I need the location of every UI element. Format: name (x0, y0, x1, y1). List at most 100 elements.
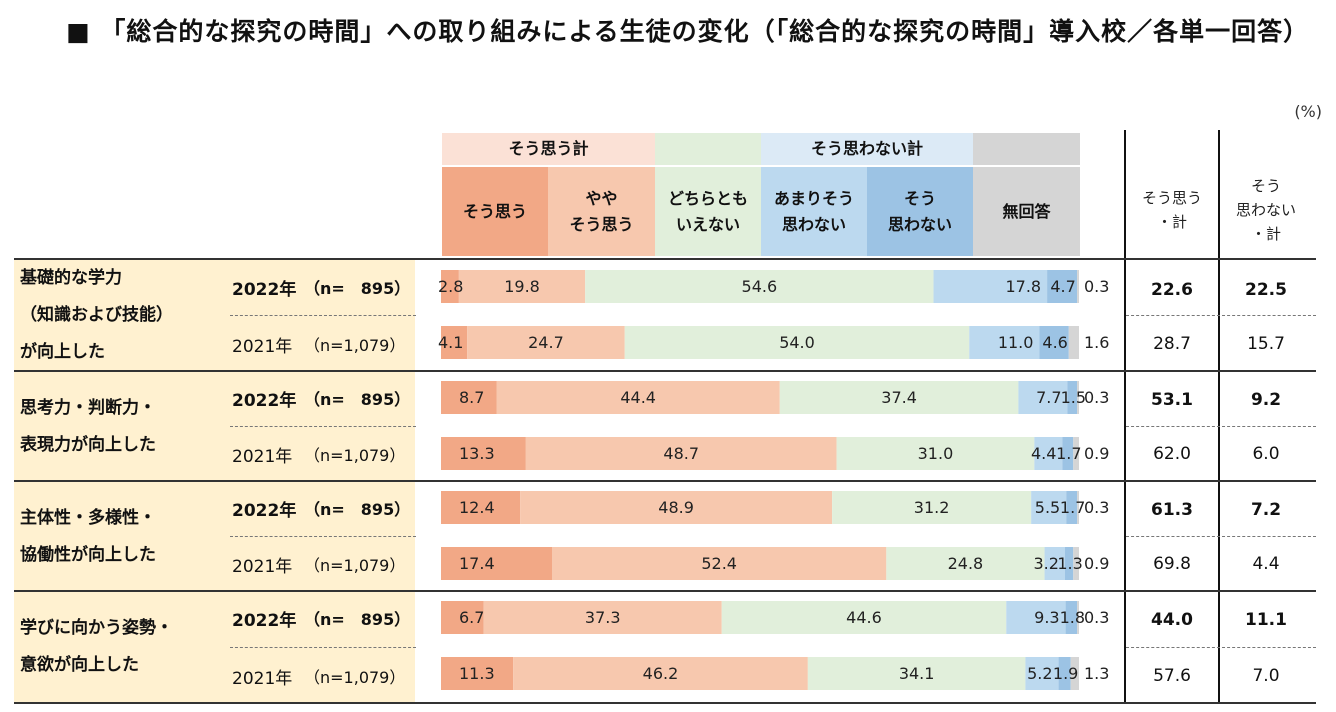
header-noanswer-top-bg (973, 133, 1080, 165)
bar-segment-neutral (585, 270, 934, 303)
header-group-agree-bg (442, 133, 655, 165)
data-label: 12.4 (459, 498, 495, 517)
bar-segment-neutral (807, 657, 1026, 690)
bar-segment-disagree (1064, 547, 1074, 580)
bar-segment-somewhat-agree (467, 326, 625, 359)
bar-segment-agree (441, 326, 468, 359)
data-label: 0.3 (1084, 388, 1109, 407)
bar-segment-somewhat-agree (525, 437, 837, 470)
data-label: 52.4 (701, 554, 737, 573)
bar-segment-agree (441, 437, 526, 470)
bar-segment-no-answer (1070, 657, 1079, 690)
year-separator (230, 536, 416, 537)
data-label: 8.7 (459, 388, 484, 407)
year-separator (1126, 647, 1316, 648)
bar-segment-disagree (1062, 437, 1074, 470)
header-neutral-top-bg (655, 133, 761, 165)
row-year: 2022年 (232, 391, 297, 411)
header-group-agree: そう思う計 (508, 139, 589, 158)
bar-segment-somewhat-agree (520, 491, 833, 524)
header-col-somewhat-agree: やや そう思う (548, 167, 655, 256)
column-divider (1124, 130, 1126, 704)
total-disagree-value: 9.2 (1250, 390, 1282, 410)
row-n: （n=1,079） (304, 336, 406, 355)
data-label: 0.3 (1084, 498, 1109, 517)
row-year: 2022年 (232, 611, 297, 631)
data-label: 31.0 (918, 444, 954, 463)
data-label: 6.7 (459, 608, 484, 627)
question-label-3: 主体性・多様性・ 協働性が向上した (20, 508, 156, 565)
data-label: 1.5 (1061, 388, 1086, 407)
row-year: 2021年 (232, 337, 293, 357)
bar-segment-neutral (721, 601, 1007, 634)
bar-segment-agree (441, 601, 484, 634)
column-divider (1218, 130, 1220, 704)
row-year: 2022年 (232, 280, 297, 300)
bar-segment-not-really (1031, 491, 1067, 524)
total-agree-value: 62.0 (1153, 444, 1191, 464)
bar-segment-agree (441, 491, 521, 524)
data-label: 1.8 (1060, 608, 1085, 627)
data-label: 1.7 (1056, 444, 1081, 463)
question-label-1: 基礎的な学力 （知識および技能） が向上した (20, 268, 173, 362)
year-separator (1126, 426, 1316, 427)
header-total-agree: そう思う ・計 (1141, 189, 1202, 231)
row-n: （n= 895） (304, 390, 411, 409)
bar-segment-neutral (832, 491, 1032, 524)
total-agree-value: 53.1 (1151, 390, 1193, 410)
bar-segment-agree (441, 547, 553, 580)
year-separator (230, 315, 416, 316)
chart-title: ■ 「総合的な探究の時間」への取り組みによる生徒の変化（「総合的な探究の時間」導… (66, 17, 1310, 46)
data-label: 34.1 (899, 664, 935, 683)
row-n: （n=1,079） (304, 446, 406, 465)
total-agree-value: 57.6 (1153, 666, 1191, 686)
bar-segment-no-answer (1073, 437, 1079, 470)
data-label: 5.2 (1027, 664, 1052, 683)
bar-segment-neutral (624, 326, 970, 359)
data-label: 7.7 (1036, 388, 1061, 407)
data-label: 1.9 (1053, 664, 1078, 683)
total-disagree-value: 6.0 (1252, 444, 1280, 464)
data-label: 3.2 (1034, 554, 1059, 573)
row-year: 2021年 (232, 447, 293, 467)
data-label: 2.8 (438, 277, 463, 296)
data-label: 37.4 (881, 388, 917, 407)
row-n: （n= 895） (304, 500, 411, 519)
data-label: 4.6 (1042, 333, 1067, 352)
bar-segment-not-really (1034, 437, 1063, 470)
row-n: （n= 895） (304, 279, 411, 298)
unit-label: (%) (1294, 102, 1322, 121)
total-disagree-value: 4.4 (1252, 554, 1280, 574)
bar-segment-somewhat-agree (513, 657, 808, 690)
bar-segment-neutral (836, 437, 1035, 470)
bar-segment-disagree (1047, 270, 1078, 303)
data-label: 24.7 (528, 333, 564, 352)
bar-segment-no-answer (1068, 326, 1079, 359)
year-separator (1126, 315, 1316, 316)
header-col-agree: そう思う (442, 167, 548, 256)
bar-segment-no-answer (1077, 381, 1079, 414)
data-label: 9.3 (1034, 608, 1059, 627)
data-label: 1.3 (1084, 664, 1109, 683)
data-label: 11.0 (998, 333, 1034, 352)
data-label: 44.6 (846, 608, 882, 627)
row-n: （n=1,079） (304, 556, 406, 575)
bar-segment-neutral (779, 381, 1019, 414)
bar-segment-not-really (933, 270, 1048, 303)
total-disagree-value: 11.1 (1245, 610, 1287, 630)
data-label: 17.8 (1005, 277, 1041, 296)
bar-segment-disagree (1039, 326, 1069, 359)
total-disagree-value: 7.2 (1250, 500, 1282, 520)
bar-segment-not-really (969, 326, 1040, 359)
data-label: 1.3 (1057, 554, 1082, 573)
data-label: 1.6 (1084, 333, 1109, 352)
data-label: 0.9 (1084, 444, 1109, 463)
data-label: 4.7 (1050, 277, 1075, 296)
total-agree-value: 44.0 (1151, 610, 1193, 630)
data-label: 0.3 (1084, 608, 1109, 627)
data-label: 4.4 (1031, 444, 1056, 463)
year-separator (230, 647, 416, 648)
bar-segment-somewhat-agree (483, 601, 722, 634)
bottom-rule (14, 702, 1316, 704)
bar-segment-not-really (1006, 601, 1066, 634)
